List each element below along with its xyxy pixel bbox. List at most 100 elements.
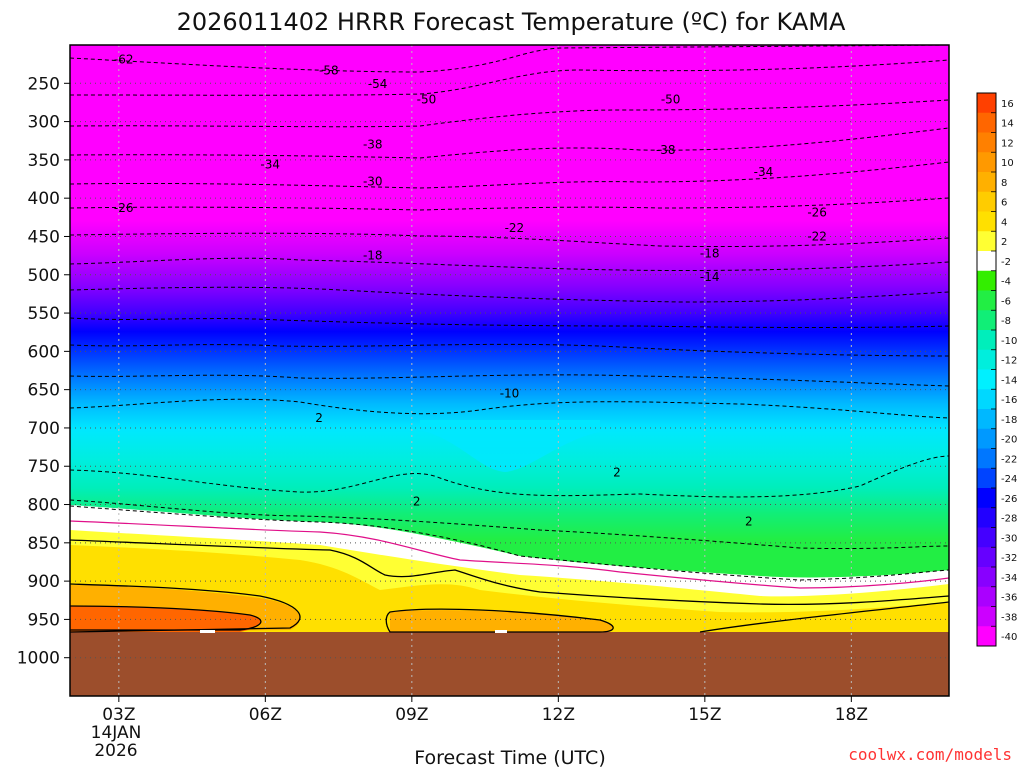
y-tick-label: 700 [28,419,60,439]
contour-label: -18 [363,249,383,263]
colorbar-swatch [977,389,996,410]
contour-labels: -62 -58 -54 -50 -50 -38 -38 -34 -34 -30 -26 -26 -22 -… [114,53,827,529]
colorbar-label: -36 [1001,593,1017,604]
colorbar-swatch [977,270,996,291]
contour-label: -10 [500,386,520,400]
colorbar-swatch [977,409,996,430]
colorbar-label: -14 [1001,375,1017,386]
contour-minus-42 [70,197,949,211]
y-tick-label: 400 [28,189,60,209]
colorbar-label: -6 [1001,296,1011,307]
contour-label: -38 [656,143,676,157]
contour-label: -22 [807,229,827,243]
colorbar-swatch [977,507,996,528]
contour-minus-54 [70,99,949,128]
x-tick-label: 06Z [249,705,282,725]
y-tick-label: 800 [28,496,60,516]
x-date-line-2: 2026 [94,741,137,761]
contour-label: -18 [700,246,720,260]
colorbar-label: -20 [1001,435,1017,446]
plot-area: -62 -58 -54 -50 -50 -38 -38 -34 -34 -30 -26 -26 -22 -… [70,45,949,696]
contour-label: -58 [319,63,339,77]
y-tick-label: 650 [28,381,60,401]
colorbar-swatch [977,112,996,133]
colorbar-label: 6 [1001,198,1007,209]
contour-label: -30 [363,174,383,188]
colorbar-swatch [977,527,996,548]
contour-label: -26 [807,206,827,220]
colorbar-label: -4 [1001,277,1011,288]
x-tick-label: 15Z [688,705,721,725]
colorbar: 16 14 12 10 8 6 4 2 -2 -4 -6 -8 -10 -12 -14 -16 -18 -20 -2… [976,92,1017,647]
colorbar-label: -8 [1001,316,1011,327]
contour-label: -14 [700,270,720,284]
colorbar-label: 4 [1001,217,1007,228]
colorbar-swatch [977,310,996,331]
contour-minus-2 [70,505,949,581]
contour-label: -22 [505,221,525,235]
contour-minus-6 [70,499,949,550]
colorbar-swatch [977,191,996,212]
colorbar-swatch [977,626,996,647]
contour-label: 2 [315,411,323,425]
colorbar-swatch [977,290,996,311]
colorbar-label: -32 [1001,553,1017,564]
contour-minus-18 [70,374,949,387]
colorbar-label: -10 [1001,336,1017,347]
y-tick-label: 450 [28,227,60,247]
colorbar-label: 2 [1001,237,1007,248]
ground-below-surface [70,632,949,696]
colorbar-label: 10 [1001,158,1014,169]
cold-pocket [420,420,600,472]
x-tick-label: 18Z [835,705,868,725]
y-tick-label: 250 [28,74,60,94]
colorbar-swatch [977,93,996,114]
colorbar-label: 14 [1001,119,1014,130]
site-credit: coolwx.com/models [848,745,1012,764]
chart-title: 2026011402 HRRR Forecast Temperature (ºC… [177,8,846,36]
y-tick-label: 550 [28,304,60,324]
colorbar-swatch [977,251,996,272]
x-tick-label: 09Z [395,705,428,725]
x-date-line-1: 14JAN [91,723,142,743]
y-tick-label: 750 [28,457,60,477]
dashed-contours [70,45,949,581]
colorbar-swatch [977,606,996,627]
grid-lines [70,45,949,696]
solid-contours [70,539,949,633]
colorbar-label: -28 [1001,514,1017,525]
colorbar-label: 12 [1001,138,1014,149]
contour-label: -26 [114,201,134,215]
contour-label: 2 [745,514,753,528]
contour-label: -54 [368,77,388,91]
contour-label: -38 [363,138,383,152]
colorbar-swatch [977,330,996,351]
x-tick-label: 12Z [542,705,575,725]
colorbar-label: -38 [1001,612,1017,623]
contour-label: 2 [613,465,621,479]
colorbar-swatch [977,488,996,509]
colorbar-label: -22 [1001,454,1017,465]
x-tick-label: 03Z [102,705,135,725]
surface-notch [200,630,215,633]
colorbar-label: 8 [1001,178,1007,189]
colorbar-swatch [977,231,996,252]
contour-minus-34 [70,257,949,272]
colorbar-label: -16 [1001,395,1017,406]
x-axis-label: Forecast Time (UTC) [414,747,605,768]
colorbar-swatch [977,547,996,568]
colorbar-label: -40 [1001,632,1017,643]
colorbar-swatch [977,152,996,173]
y-tick-label: 950 [28,610,60,630]
contour-label: -50 [661,92,681,106]
colorbar-swatch [977,132,996,153]
colorbar-swatch [977,369,996,390]
contour-label: -50 [417,92,437,106]
colorbar-swatch [977,586,996,607]
x-axis: 03Z 06Z 09Z 12Z 15Z 18Z [102,696,868,725]
contour-minus-38 [70,232,949,248]
colorbar-swatch [977,428,996,449]
contour-plus-4 [70,583,301,633]
colorbar-label: -12 [1001,356,1017,367]
colorbar-label: -26 [1001,494,1017,505]
